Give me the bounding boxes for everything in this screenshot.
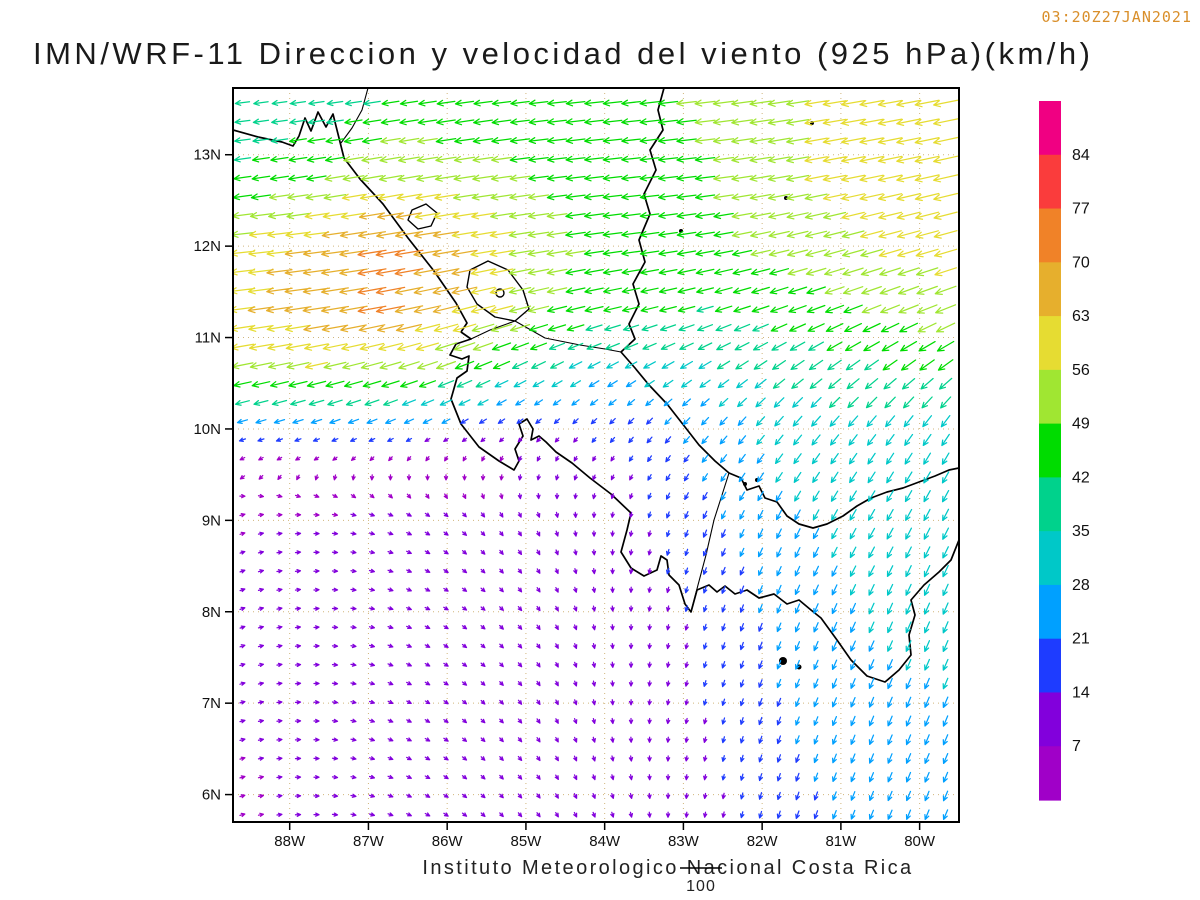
colorbar-label: 7 (1072, 738, 1081, 755)
wind-arrows (238, 417, 819, 820)
lon-tick-label: 83W (668, 833, 700, 850)
model-valid-timestamp: 03:20Z27JAN2021 (1042, 8, 1192, 26)
colorbar-label: 84 (1072, 147, 1090, 164)
colorbar-segment (1039, 369, 1061, 425)
caribbean-coastline (620, 88, 959, 529)
lat-tick-label: 8N (202, 604, 221, 621)
wind-arrows (401, 360, 951, 690)
lat-tick-label: 13N (193, 147, 221, 164)
wind-arrows (236, 380, 949, 821)
lake-nicaragua (466, 260, 530, 322)
lat-tick-label: 11N (195, 330, 221, 347)
speed-colorbar: 84 77 70 63 56 49 42 35 28 21 14 7 (1039, 101, 1090, 801)
wind-arrows (233, 99, 959, 370)
lake-managua (407, 203, 438, 230)
lon-tick-label: 87W (353, 833, 385, 850)
lon-tick-label: 81W (825, 833, 857, 850)
colorbar-label: 35 (1072, 523, 1090, 540)
colorbar-label: 42 (1072, 469, 1090, 486)
lon-tick-label: 84W (589, 833, 621, 850)
coiba-island (779, 657, 787, 665)
colorbar-segment (1039, 584, 1061, 640)
colorbar-segment (1039, 101, 1061, 156)
wind-arrows (233, 99, 953, 409)
colorbar-segment (1039, 638, 1061, 694)
lon-tick-label: 88W (274, 833, 306, 850)
lat-tick-label: 10N (193, 421, 221, 438)
colorbar-segment (1039, 477, 1061, 532)
colorbar-label: 77 (1072, 201, 1090, 218)
colorbar-label: 21 (1072, 631, 1090, 648)
colorbar-segment (1039, 208, 1061, 263)
colorbar-label: 28 (1072, 577, 1090, 594)
colorbar-segment (1039, 262, 1061, 317)
lon-tick-label: 80W (904, 833, 936, 850)
lon-tick-label: 86W (432, 833, 464, 850)
bocas-islet-1 (743, 482, 747, 486)
wind-arrows (247, 212, 478, 333)
colorbar-segment (1039, 692, 1061, 747)
colorbar-segment (1039, 423, 1061, 478)
map-frame (232, 87, 960, 823)
wind-arrows (233, 99, 957, 370)
colorbar-label: 63 (1072, 308, 1090, 325)
wind-arrows (239, 437, 726, 818)
lat-tick-label: 6N (202, 787, 221, 804)
wind-arrows (233, 99, 955, 388)
colorbar-label: 14 (1072, 684, 1090, 701)
wind-arrows (239, 455, 504, 818)
colorbar-segment (1039, 316, 1061, 371)
lat-tick-label: 12N (193, 238, 221, 255)
colorbar-segment (1039, 531, 1061, 586)
colorbar-label: 49 (1072, 416, 1090, 433)
wind-vectors-layer (233, 99, 959, 821)
colorbar-label: 56 (1072, 362, 1090, 379)
wind-arrows (357, 249, 424, 314)
country-borders (340, 88, 730, 613)
lon-tick-label: 85W (510, 833, 542, 850)
colorbar-segment (1039, 154, 1061, 210)
map-axes: 13N 12N 11N 10N 9N 8N 7N 6N 88W 87W 86W 85W 84W 83W 82… (193, 147, 935, 850)
ometepe-island (495, 288, 505, 298)
reference-vector-label: 100 (686, 878, 716, 895)
institute-credit: Instituto Meteorologico Nacional Costa R… (422, 857, 913, 879)
lat-tick-label: 9N (202, 512, 221, 529)
chart-title: IMN/WRF-11 Direccion y velocidad del vie… (33, 36, 1093, 71)
colorbar-segment (1039, 746, 1061, 801)
lat-tick-label: 7N (202, 695, 221, 712)
lon-tick-label: 82W (747, 833, 779, 850)
colorbar-label: 70 (1072, 254, 1090, 271)
